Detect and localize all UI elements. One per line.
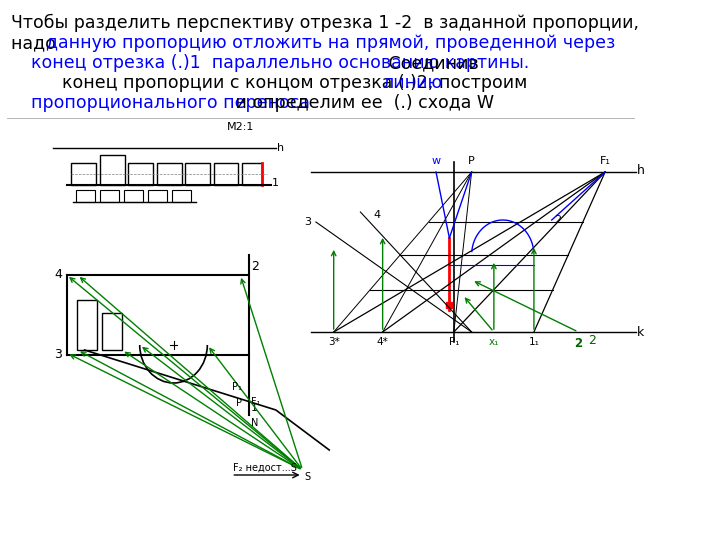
Text: 1: 1 <box>272 178 279 188</box>
Text: x₁: x₁ <box>489 337 499 347</box>
Text: F₂ недост...S: F₂ недост...S <box>233 463 297 473</box>
Text: P: P <box>468 156 475 166</box>
Text: 2: 2 <box>575 337 582 350</box>
Text: 4: 4 <box>55 268 63 281</box>
Text: w: w <box>431 156 441 166</box>
Bar <box>214 163 238 185</box>
Text: данную пропорцию отложить на прямой, проведенной через: данную пропорцию отложить на прямой, про… <box>46 34 616 52</box>
Bar <box>128 163 153 185</box>
Bar <box>78 300 97 350</box>
Text: 2: 2 <box>554 215 562 225</box>
Text: 2: 2 <box>251 260 258 273</box>
Text: Соединив: Соединив <box>382 54 478 72</box>
Text: 2: 2 <box>581 334 597 347</box>
Text: h: h <box>637 164 645 177</box>
Bar <box>148 190 167 202</box>
Text: P₁: P₁ <box>449 337 459 347</box>
Text: линию: линию <box>382 74 443 92</box>
Bar <box>172 190 192 202</box>
Text: надо: надо <box>11 34 61 52</box>
Text: 3: 3 <box>305 217 312 227</box>
Bar <box>99 155 125 185</box>
Bar <box>124 190 143 202</box>
Bar <box>157 163 181 185</box>
Text: N: N <box>251 418 258 428</box>
Text: 4*: 4* <box>377 337 389 347</box>
Bar <box>99 190 120 202</box>
Text: 3*: 3* <box>328 337 340 347</box>
Text: F₁: F₁ <box>251 397 261 407</box>
Text: 3: 3 <box>55 348 63 361</box>
Text: P₁: P₁ <box>232 382 242 392</box>
Bar <box>71 163 96 185</box>
Text: S: S <box>305 472 310 482</box>
Bar <box>76 190 95 202</box>
Text: 4: 4 <box>374 210 381 220</box>
Bar <box>102 313 122 350</box>
Text: P: P <box>236 398 242 408</box>
Bar <box>185 163 210 185</box>
Text: и определим ее  (.) схода W: и определим ее (.) схода W <box>230 94 494 112</box>
Text: 1: 1 <box>251 403 258 413</box>
Text: 1₁: 1₁ <box>528 337 539 347</box>
Text: h: h <box>276 143 284 153</box>
Text: конец пропорции с концом отрезка (.)2, построим: конец пропорции с концом отрезка (.)2, п… <box>63 74 534 92</box>
Text: пропорционального переноса: пропорционального переноса <box>31 94 310 112</box>
Text: F₁: F₁ <box>600 156 611 166</box>
Text: M2:1: M2:1 <box>227 122 254 132</box>
Text: конец отрезка (.)1  параллельно основанию картины.: конец отрезка (.)1 параллельно основанию… <box>31 54 529 72</box>
Text: k: k <box>637 326 644 339</box>
Text: Чтобы разделить перспективу отрезка 1 -2  в заданной пропорции,: Чтобы разделить перспективу отрезка 1 -2… <box>11 14 639 32</box>
Bar <box>242 163 261 185</box>
